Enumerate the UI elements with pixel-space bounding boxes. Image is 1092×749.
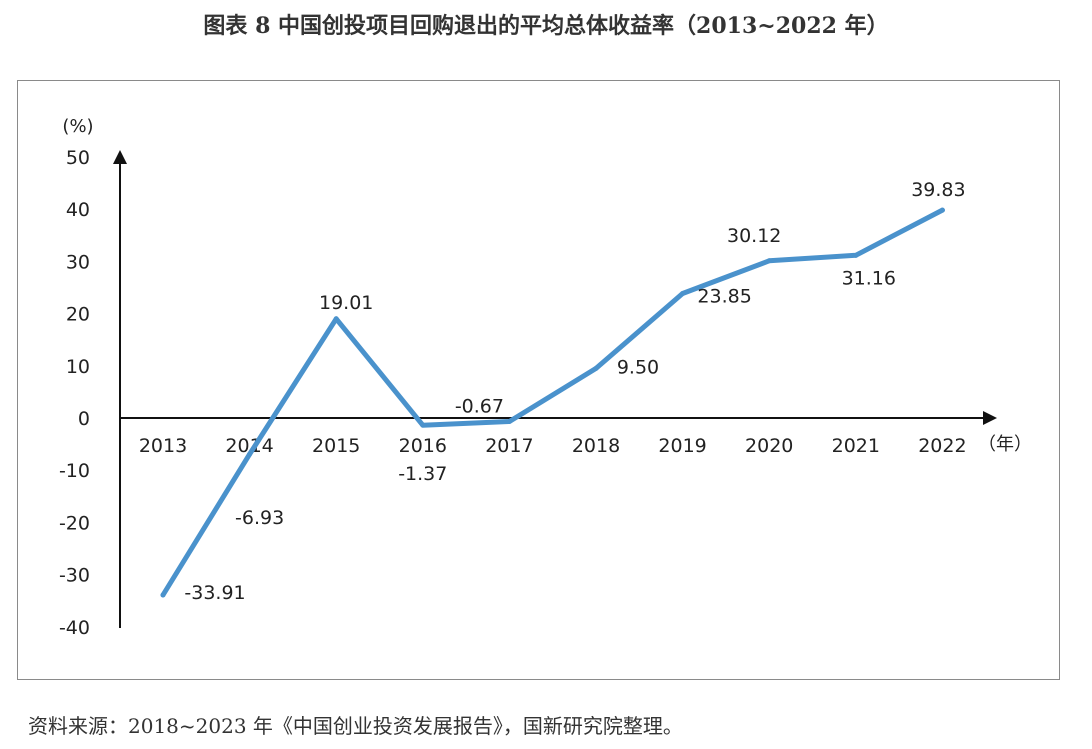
chart-frame <box>17 80 1060 680</box>
data-point <box>680 291 686 297</box>
y-tick-label: -10 <box>59 460 90 482</box>
data-label: 31.16 <box>842 267 896 289</box>
x-tick-label: 2019 <box>658 435 706 457</box>
source-note: 资料来源：2018~2023 年《中国创业投资发展报告》，国新研究院整理。 <box>28 714 683 738</box>
data-point <box>766 258 772 264</box>
x-tick-label: 2022 <box>918 435 966 457</box>
y-tick-label: 40 <box>66 199 90 221</box>
data-label: -33.91 <box>184 582 245 604</box>
data-point <box>160 592 166 598</box>
data-label: -1.37 <box>398 463 447 485</box>
data-point <box>247 451 253 457</box>
data-point <box>333 316 339 322</box>
x-tick-label: 2013 <box>139 435 187 457</box>
y-tick-label: -20 <box>59 512 90 534</box>
x-tick-label: 2015 <box>312 435 360 457</box>
y-tick-label: 0 <box>78 408 90 430</box>
data-label: 23.85 <box>697 286 751 308</box>
x-tick-label: 2018 <box>572 435 620 457</box>
y-tick-label: 30 <box>66 251 90 273</box>
data-point <box>853 252 859 258</box>
data-label: 19.01 <box>319 292 373 314</box>
y-tick-label: 50 <box>66 147 90 169</box>
y-tick-label: -40 <box>59 617 90 639</box>
y-axis-unit: (%) <box>62 116 93 137</box>
chart-title: 图表 8 中国创投项目回购退出的平均总体收益率（2013~2022 年） <box>203 13 889 39</box>
data-point <box>506 418 512 424</box>
data-point <box>593 365 599 371</box>
data-label: 39.83 <box>911 179 965 201</box>
data-label: -0.67 <box>455 395 504 417</box>
x-tick-label: 2016 <box>399 435 447 457</box>
y-tick-label: -30 <box>59 565 90 587</box>
x-tick-label: 2017 <box>485 435 533 457</box>
data-label: -6.93 <box>235 507 284 529</box>
data-point <box>939 207 945 213</box>
x-axis-unit: （年） <box>978 434 1032 455</box>
x-tick-label: 2014 <box>225 435 273 457</box>
data-label: 9.50 <box>617 356 659 378</box>
data-label: 30.12 <box>727 225 781 247</box>
data-point <box>420 422 426 428</box>
x-tick-label: 2021 <box>832 435 880 457</box>
x-tick-label: 2020 <box>745 435 793 457</box>
series-line <box>160 207 945 598</box>
y-tick-label: 20 <box>66 304 90 326</box>
y-tick-label: 10 <box>66 356 90 378</box>
